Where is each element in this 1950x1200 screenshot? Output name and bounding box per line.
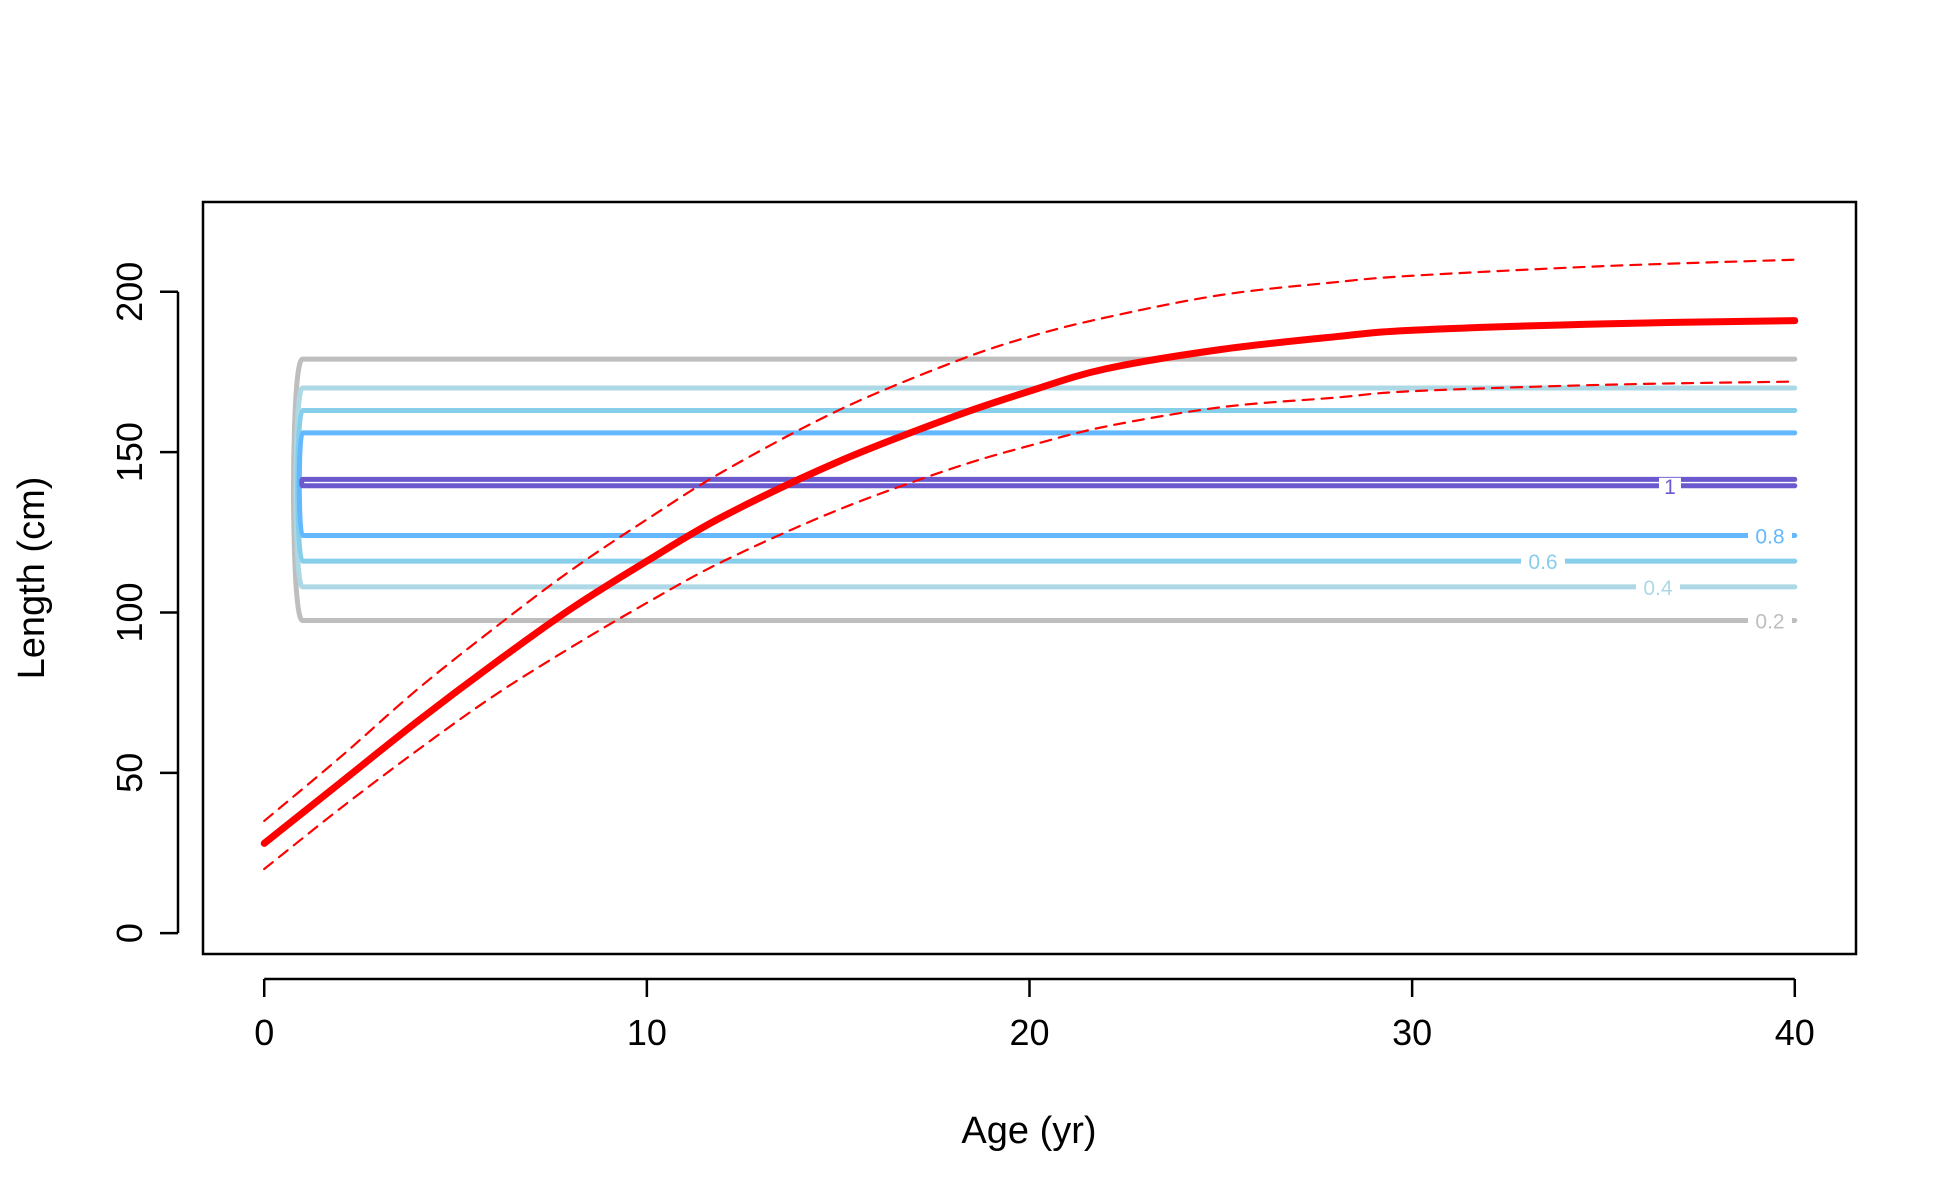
contour-label-0-4: 0.4 bbox=[1643, 577, 1673, 600]
contour-label-gap bbox=[1521, 553, 1565, 570]
growth-curve-upper-bound bbox=[263, 258, 1796, 823]
contour-label-1: 1 bbox=[1664, 476, 1676, 499]
contour-line-1 bbox=[299, 476, 1798, 489]
contour-label-gap bbox=[1748, 612, 1792, 629]
y-tick-label: 50 bbox=[109, 753, 150, 793]
x-tick-label: 0 bbox=[254, 1012, 274, 1053]
plot-frame bbox=[201, 200, 1858, 956]
x-tick-label: 20 bbox=[1009, 1012, 1049, 1053]
y-tick-label: 0 bbox=[109, 923, 150, 943]
x-tick-label: 40 bbox=[1775, 1012, 1815, 1053]
x-axis: 0 10 20 30 40 bbox=[254, 977, 1815, 1053]
growth-curve-mean bbox=[260, 317, 1799, 847]
y-tick-label: 150 bbox=[109, 422, 150, 482]
x-axis-title: Age (yr) bbox=[961, 1110, 1096, 1152]
contour-label-0-8: 0.8 bbox=[1755, 526, 1784, 549]
x-tick-label: 10 bbox=[627, 1012, 667, 1053]
y-tick-label: 200 bbox=[109, 262, 150, 322]
contour-line-0-2 bbox=[290, 356, 1798, 623]
contour-label-gap bbox=[1748, 527, 1792, 544]
growth-curve-lower-bound bbox=[263, 380, 1796, 871]
contour-label-gap bbox=[1636, 578, 1680, 595]
contour-layer: 0.2 0.4 0.6 0.8 1 bbox=[290, 356, 1798, 633]
contour-label-0-2: 0.2 bbox=[1755, 610, 1784, 633]
y-axis-title: Length (cm) bbox=[11, 477, 53, 680]
y-tick-label: 100 bbox=[109, 582, 150, 642]
contour-label-0-6: 0.6 bbox=[1528, 551, 1557, 574]
y-axis: 0 50 100 150 200 bbox=[109, 262, 180, 943]
x-tick-label: 30 bbox=[1392, 1012, 1432, 1053]
series-layer bbox=[260, 258, 1799, 871]
contour-label-gap bbox=[1659, 477, 1681, 494]
